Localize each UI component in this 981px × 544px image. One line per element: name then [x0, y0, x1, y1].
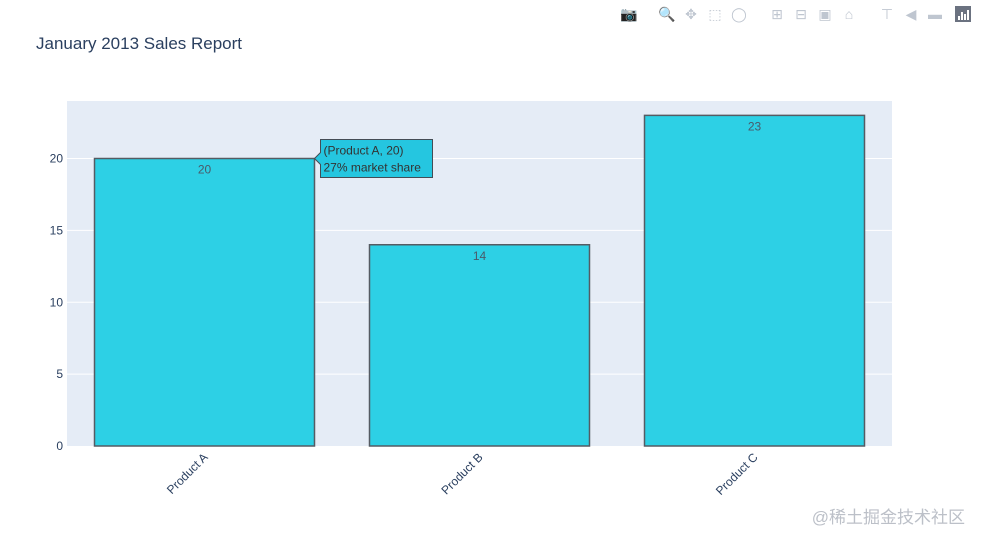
chart-title: January 2013 Sales Report	[36, 34, 243, 53]
pan-icon[interactable]: ✥	[685, 5, 697, 22]
x-tick-label: Product A	[164, 450, 211, 497]
bar-value-label: 14	[473, 249, 487, 263]
autoscale-icon[interactable]: ▣	[818, 5, 832, 22]
bar-value-label: 20	[198, 163, 212, 177]
modebar: 📷 🔍 ✥ ⬚ ◯ ⊞ ⊟ ▣ ⌂ ⊤ ◀ ▬	[619, 5, 971, 23]
hover-compare-icon[interactable]: ▬	[928, 6, 942, 22]
bar-product-c	[643, 114, 866, 447]
hover-tooltip: (Product A, 20) 27% market share	[313, 139, 433, 178]
y-tick-label: 5	[56, 367, 63, 381]
zoom-out-icon[interactable]: ⊟	[795, 5, 807, 22]
bar-product-a	[93, 157, 316, 447]
x-tick-label: Product B	[438, 450, 485, 497]
tooltip-box	[313, 139, 433, 178]
y-axis: 0 5 10 15 20	[50, 152, 64, 454]
y-tick-label: 15	[50, 223, 64, 237]
tooltip-line-2: 27% market share	[324, 161, 422, 175]
bars: 20 14 23	[93, 114, 866, 447]
tooltip-line-1: (Product A, 20)	[324, 144, 404, 158]
y-tick-label: 0	[56, 439, 63, 453]
y-tick-label: 10	[50, 295, 64, 309]
bar-value-label: 23	[748, 119, 762, 133]
lasso-select-icon[interactable]: ◯	[731, 5, 747, 22]
box-select-icon[interactable]: ⬚	[708, 5, 722, 22]
spike-lines-icon[interactable]: ⊤	[880, 5, 894, 22]
plotly-logo-icon[interactable]	[955, 6, 971, 22]
camera-icon[interactable]: 📷	[620, 5, 638, 22]
home-icon[interactable]: ⌂	[844, 6, 854, 22]
zoom-in-icon[interactable]: ⊞	[771, 5, 783, 22]
y-tick-label: 20	[50, 152, 64, 166]
x-tick-label: Product C	[713, 450, 761, 498]
x-axis: Product A Product B Product C	[164, 450, 761, 498]
bar-product-b	[368, 244, 591, 447]
watermark: @稀土掘金技术社区	[811, 508, 965, 527]
hover-closest-icon[interactable]: ◀	[905, 5, 917, 22]
zoom-icon[interactable]: 🔍	[658, 5, 676, 22]
